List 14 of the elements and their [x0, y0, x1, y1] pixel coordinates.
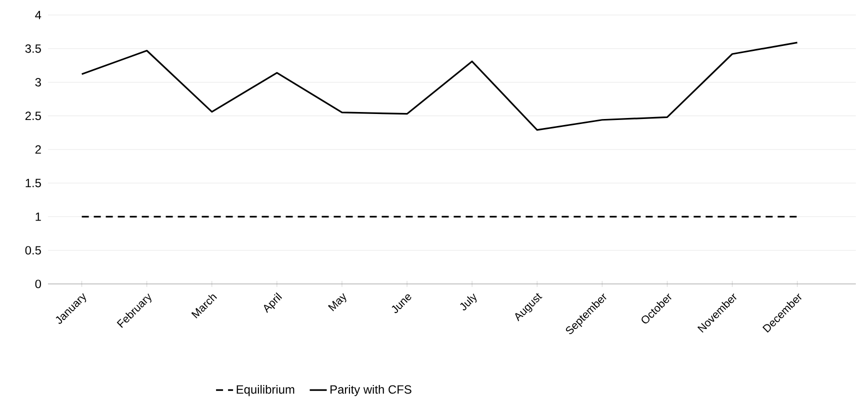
- line-series: [81, 42, 798, 131]
- y-tick-label: 2: [35, 145, 41, 154]
- y-tick-label: 0.5: [25, 246, 41, 255]
- x-tick-label: July: [460, 293, 477, 310]
- y-tick-label: 3: [35, 78, 41, 86]
- y-tick-label: 3.5: [25, 44, 41, 53]
- y-tick-label: 1.5: [26, 178, 41, 188]
- legend-label: Equilibrium: [236, 384, 294, 396]
- legend-label: Parity with CFS: [330, 384, 412, 396]
- y-tick-label: 2.5: [25, 112, 41, 120]
- y-tick-label: 1: [36, 212, 41, 221]
- y-tick-label: 4: [35, 10, 42, 20]
- y-tick-label: 0: [35, 280, 42, 288]
- x-tick-label: May: [328, 293, 346, 312]
